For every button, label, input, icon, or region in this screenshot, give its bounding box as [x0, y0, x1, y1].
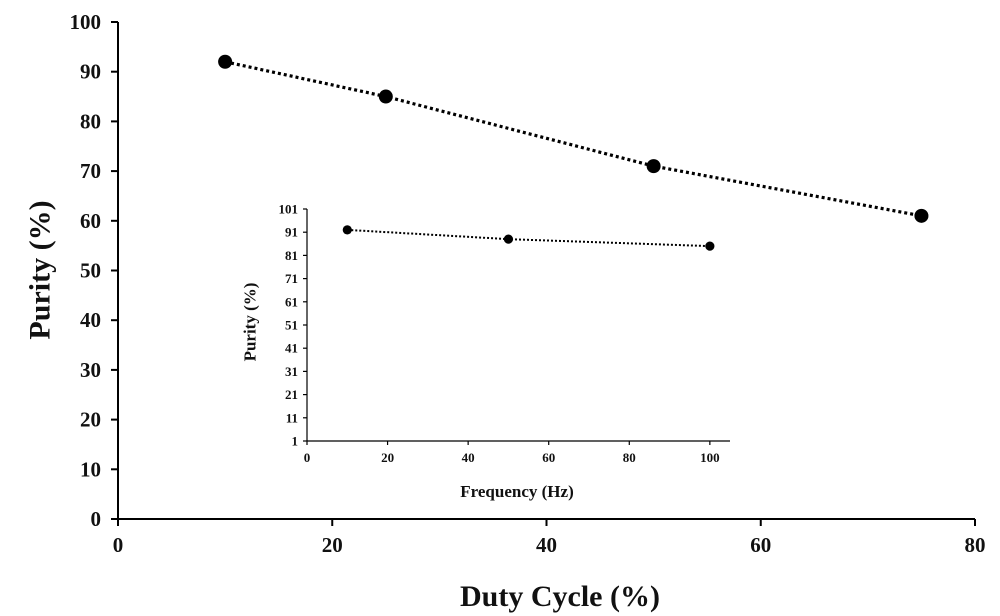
inset-x-tick-label: 80 [623, 450, 636, 465]
main-data-point [646, 159, 661, 174]
inset-y-tick-label: 21 [285, 387, 298, 402]
inset-x-axis-title: Frequency (Hz) [460, 482, 573, 501]
main-data-point [378, 89, 393, 104]
inset-y-tick-label: 41 [285, 341, 298, 356]
inset-y-tick-label: 71 [285, 271, 298, 286]
main-y-tick-label: 20 [80, 408, 101, 432]
main-x-axis-title: Duty Cycle (%) [460, 580, 660, 613]
inset-data-point [342, 225, 352, 235]
main-y-tick-label: 90 [80, 60, 101, 84]
main-x-tick-label: 60 [750, 533, 771, 557]
inset-y-tick-label: 91 [285, 225, 298, 240]
main-y-tick-label: 10 [80, 457, 101, 481]
main-y-axis-title: Purity (%) [24, 200, 57, 339]
inset-x-tick-label: 60 [542, 450, 555, 465]
inset-data-point [705, 241, 715, 251]
inset-y-tick-label: 51 [285, 318, 298, 333]
inset-y-tick-label: 31 [285, 364, 298, 379]
inset-y-tick-label: 101 [279, 202, 299, 217]
main-x-tick-label: 0 [113, 533, 124, 557]
inset-x-tick-label: 0 [304, 450, 311, 465]
main-y-tick-label: 70 [80, 159, 101, 183]
main-series-line [224, 60, 922, 218]
main-y-tick-label: 50 [80, 259, 101, 283]
main-data-point [218, 54, 233, 69]
main-x-tick-label: 20 [322, 533, 343, 557]
main-y-tick-label: 40 [80, 308, 101, 332]
main-x-tick-label: 80 [965, 533, 986, 557]
main-data-point [914, 208, 929, 223]
inset-series-line [347, 228, 710, 248]
inset-y-tick-label: 81 [285, 248, 298, 263]
main-x-tick-label: 40 [536, 533, 557, 557]
inset-data-point [503, 234, 514, 244]
inset-y-tick-label: 61 [285, 294, 298, 309]
main-y-tick-label: 30 [80, 358, 101, 382]
main-y-tick-label: 0 [91, 507, 102, 531]
main-y-tick-label: 100 [70, 10, 102, 34]
inset-y-tick-label: 1 [292, 434, 299, 449]
inset-y-tick-label: 11 [286, 410, 298, 425]
inset-x-tick-label: 20 [381, 450, 394, 465]
main-y-tick-label: 60 [80, 209, 101, 233]
main-y-tick-label: 80 [80, 109, 101, 133]
inset-x-tick-label: 40 [462, 450, 475, 465]
inset-y-axis-title: Purity (%) [241, 283, 260, 362]
inset-x-tick-label: 100 [700, 450, 720, 465]
